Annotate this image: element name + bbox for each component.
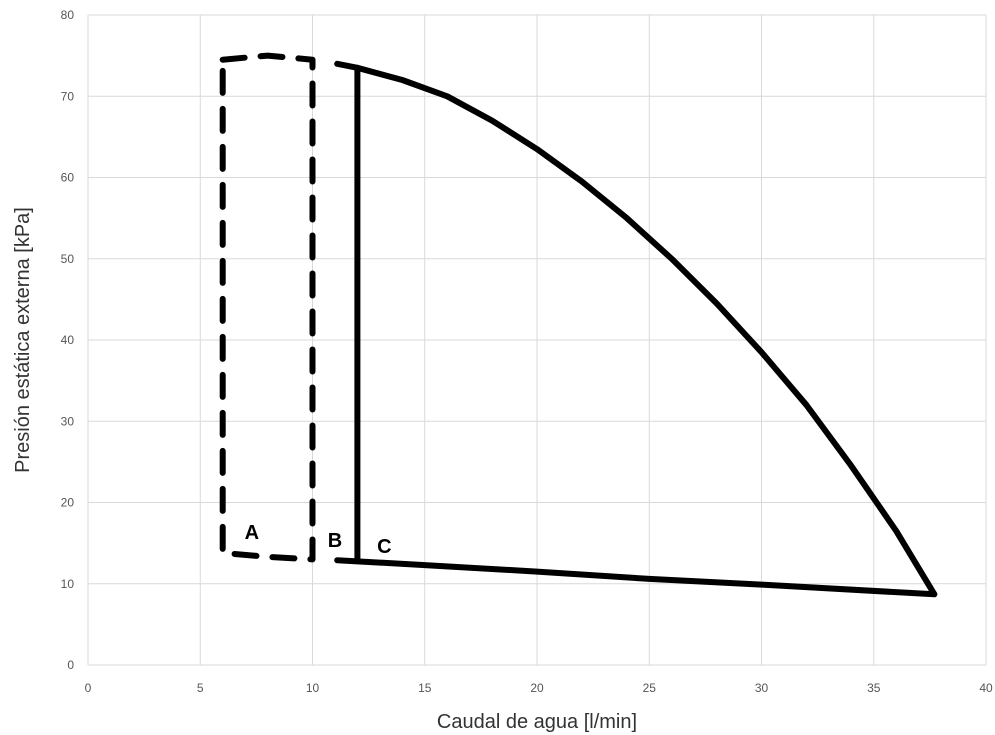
y-axis-title: Presión estática externa [kPa]	[12, 207, 34, 473]
y-tick-label: 60	[61, 171, 75, 185]
data-series	[219, 52, 938, 598]
x-tick-label: 5	[197, 681, 204, 695]
x-tick-label: 0	[85, 681, 92, 695]
y-tick-label: 80	[61, 8, 75, 22]
y-tick-label: 70	[61, 89, 75, 103]
x-tick-label: 30	[755, 681, 769, 695]
annotations: A B C	[245, 522, 392, 558]
y-tick-label: 40	[61, 333, 75, 347]
region-label-c: C	[377, 536, 391, 558]
series-line-1	[219, 52, 316, 563]
y-tick-label: 30	[61, 414, 75, 428]
x-tick-label: 20	[530, 681, 544, 695]
y-tick-label: 20	[61, 496, 75, 510]
x-tick-label: 35	[867, 681, 881, 695]
grid-lines	[87, 14, 987, 666]
y-tick-label: 50	[61, 252, 75, 266]
region-label-a: A	[245, 522, 259, 544]
tick-labels: 0 5 10 15 20 25 30 35 40 0 10 20 30 40 50 60 70 80	[61, 8, 993, 695]
y-tick-label: 10	[61, 577, 75, 591]
y-tick-label: 0	[67, 658, 74, 672]
x-tick-label: 15	[418, 681, 432, 695]
x-tick-label: 25	[643, 681, 657, 695]
x-axis-title: Caudal de agua [l/min]	[437, 711, 637, 733]
x-tick-label: 10	[306, 681, 320, 695]
region-label-b: B	[328, 530, 342, 552]
series-line-2	[334, 60, 938, 598]
x-tick-label: 40	[979, 681, 993, 695]
